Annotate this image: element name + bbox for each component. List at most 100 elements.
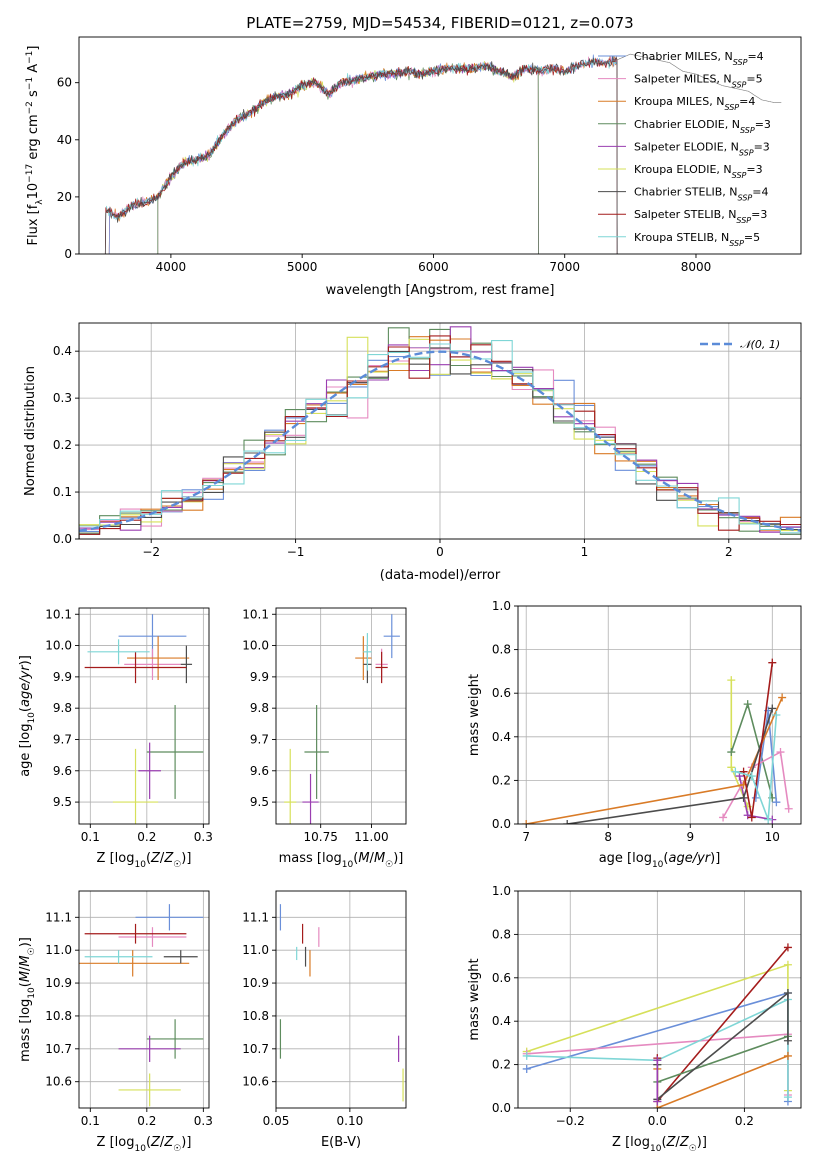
- y-tick-label: 10.0: [242, 639, 269, 653]
- errorbar-point-chabrier-elodie: [304, 705, 329, 799]
- weight-series-chabrier-stelib: [563, 704, 777, 824]
- y-tick-label: 10.1: [45, 607, 72, 621]
- y-axis-label: mass weight: [467, 958, 482, 1040]
- weight-series-salpeter-elodie: [735, 772, 777, 824]
- errorbar-point-kroupa-miles: [79, 950, 190, 977]
- x-tick-label: 11.00: [354, 830, 388, 844]
- y-tick-label: 40: [57, 133, 72, 147]
- plot-area-age_vs_mass: [284, 614, 400, 824]
- errorbar-point-chabrier-elodie: [146, 705, 204, 799]
- errorbar-point-chabrier-miles: [383, 614, 400, 659]
- y-tick-label: 10.9: [242, 976, 269, 990]
- y-tick-label: 9.7: [250, 732, 269, 746]
- weight-marker: [727, 763, 736, 772]
- weight-marker: [522, 820, 531, 824]
- y-tick-label: 0.0: [492, 1101, 511, 1115]
- x-tick-label: 0.05: [263, 1114, 290, 1128]
- plot-area-spectrum: [104, 53, 782, 254]
- y-tick-label: 10.8: [45, 1009, 72, 1023]
- y-tick-label: 0.4: [492, 730, 511, 744]
- plot-area-weight_vs_age: [522, 658, 793, 824]
- plot-area-residuals: [79, 326, 801, 539]
- weight-series-chabrier-miles: [751, 706, 781, 807]
- weight-marker: [739, 793, 748, 802]
- weight-marker: [727, 676, 736, 685]
- x-tick-label: 0.1: [81, 830, 100, 844]
- x-tick-label: 9: [686, 830, 694, 844]
- weight-marker: [743, 811, 752, 820]
- x-tick-label: −1: [287, 545, 305, 559]
- weight-marker: [719, 813, 728, 822]
- x-tick-label: 0.2: [735, 1114, 754, 1128]
- y-tick-label: 0.0: [492, 817, 511, 831]
- weight-line: [567, 708, 774, 824]
- x-axis-label: (data-model)/error: [380, 568, 501, 583]
- axes-spectrum: 4000 5000 6000 7000 8000 0 20 40 60 Chabrier MILE…: [25, 36, 802, 298]
- errorbar-point-kroupa-stelib: [84, 950, 153, 964]
- y-tick-label: 9.7: [53, 732, 72, 746]
- x-tick-label: 0.1: [81, 1114, 100, 1128]
- legend-label: 𝒩(0, 1): [740, 338, 780, 351]
- axes-frame: [275, 890, 407, 1109]
- weight-marker: [743, 700, 752, 709]
- errorbar-point-salpeter-elodie: [118, 1035, 181, 1062]
- y-tick-label: 60: [57, 76, 72, 90]
- errorbar-point-salpeter-stelib: [84, 923, 187, 944]
- x-tick-label: 0.0: [648, 1114, 667, 1128]
- x-axis-label: Z [log10(Z/Z☉)]: [97, 1135, 192, 1154]
- errorbar-point-salpeter-elodie: [302, 773, 319, 824]
- weight-marker: [768, 658, 777, 667]
- plot-area-mass_vs_ebv: [279, 904, 404, 1102]
- axes-frame: [517, 890, 802, 1109]
- weight-marker: [522, 1064, 531, 1073]
- y-tick-label: 1.0: [492, 884, 511, 898]
- legend-label: Chabrier ELODIE, NSSP=3: [634, 118, 771, 135]
- x-tick-label: 7000: [549, 260, 580, 274]
- legend-label: Salpeter MILES, NSSP=5: [634, 73, 763, 90]
- y-tick-label: 10.0: [45, 639, 72, 653]
- x-tick-label: 7: [522, 830, 530, 844]
- errorbar-point-kroupa-miles: [355, 636, 372, 680]
- y-tick-label: 9.6: [53, 764, 72, 778]
- weight-marker: [772, 798, 781, 807]
- axes-mass_vs_ebv: 0.05 0.10 10.6 10.7 10.8 10.9 11.0 11.1 E(B-V): [242, 890, 407, 1150]
- x-tick-label: 0.10: [337, 1114, 364, 1128]
- axes-frame: [78, 607, 210, 825]
- x-axis-label: Z [log10(Z/Z☉)]: [97, 851, 192, 870]
- y-tick-label: 10.6: [45, 1075, 72, 1089]
- x-axis-label: Z [log10(Z/Z☉)]: [612, 1135, 707, 1154]
- errorbar-point-salpeter-miles: [124, 648, 181, 680]
- spectrum-line-chabrier-stelib: [104, 55, 618, 254]
- x-tick-label: 8000: [681, 260, 712, 274]
- x-tick-label: 1: [581, 545, 589, 559]
- weight-series-chabrier-elodie: [653, 1032, 792, 1086]
- y-tick-label: 0.4: [492, 1014, 511, 1028]
- x-axis-label: mass [log10(M/M☉)]: [279, 851, 404, 870]
- weight-series-salpeter-miles: [719, 748, 793, 822]
- weight-marker: [783, 988, 792, 997]
- errorbar-point-kroupa-stelib: [363, 633, 372, 671]
- y-axis-label: Normed distribution: [23, 366, 38, 496]
- weight-marker: [727, 748, 736, 757]
- weight-series-chabrier-stelib: [653, 988, 792, 1104]
- weight-line: [656, 991, 789, 1101]
- weight-marker: [653, 1097, 662, 1106]
- axes-weight_vs_age: 7 8 9 10 0.0 0.2 0.4 0.6 0.8 1.0 age [log10(age/yr…: [467, 599, 802, 870]
- y-tick-label: 11.1: [242, 910, 269, 924]
- weight-series-kroupa-elodie: [727, 676, 752, 811]
- weight-marker: [764, 815, 773, 824]
- y-tick-label: 11.0: [45, 943, 72, 957]
- legend-label: Kroupa ELODIE, NSSP=3: [634, 163, 763, 180]
- axes-frame: [78, 36, 802, 255]
- y-tick-label: 0.4: [53, 344, 72, 358]
- axes-frame: [78, 890, 210, 1109]
- y-tick-label: 10.9: [45, 976, 72, 990]
- figure-title: PLATE=2759, MJD=54534, FIBERID=0121, z=0…: [246, 14, 633, 32]
- y-tick-label: 9.9: [250, 670, 269, 684]
- x-tick-label: 2: [725, 545, 733, 559]
- histogram-kroupa-stelib: [79, 340, 801, 539]
- plot-area-weight_vs_Z: [522, 943, 792, 1108]
- x-tick-label: 0: [436, 545, 444, 559]
- legend-label: Kroupa STELIB, NSSP=5: [634, 231, 760, 248]
- legend-residuals: 𝒩(0, 1): [700, 338, 780, 351]
